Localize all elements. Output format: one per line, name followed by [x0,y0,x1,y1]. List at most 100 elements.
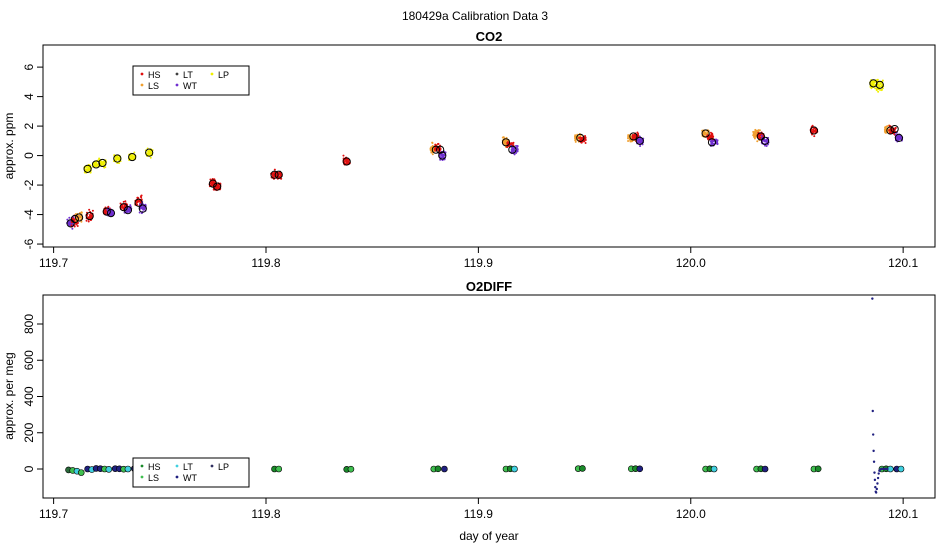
co2-data-point-hs [506,146,509,149]
co2-data-point-hs [631,134,634,137]
co2-mean-marker [208,179,217,188]
o2diff-spike-point [872,433,875,436]
o2diff-spike-point [875,487,879,491]
co2-points [66,78,904,230]
co2-legend-swatch [175,83,179,87]
o2diff-legend-label: LP [218,462,229,472]
co2-mean-marker [66,219,75,228]
o2diff-data-point [77,469,85,476]
o2diff-data-point [275,465,283,473]
co2-data-point-ls [80,211,83,214]
o2diff-data-point [105,466,113,473]
co2-mean-marker [92,160,101,169]
co2-mean-marker [102,207,111,216]
co2-data-point-hs [347,161,350,164]
co2-data-point-ls [80,220,83,223]
co2-data-point-hs [512,142,515,145]
co2-data-point-lp [880,85,883,88]
co2-data-point-lt [129,204,132,207]
co2-data-point-lt [639,140,642,143]
co2-data-point-hs [580,141,583,144]
co2-data-point-hs [70,224,73,227]
co2-data-point-hs [506,141,509,144]
co2-mean-marker [436,145,445,154]
co2-mean-marker [508,145,517,154]
o2diff-data-point [441,465,448,473]
co2-mean-marker [98,158,107,168]
co2-data-point-ls [754,128,757,131]
co2-mean-marker [106,208,116,218]
o2diff-legend-swatch [210,464,214,468]
co2-data-point-lt [760,134,763,137]
o2diff-x-tick-label: 119.8 [251,507,280,521]
co2-data-point-ls [627,139,630,142]
co2-data-point-hs [510,142,513,145]
o2diff-x-tick-label: 120.1 [888,507,918,521]
co2-mean-marker [894,133,904,142]
co2-mean-marker [119,203,128,212]
co2-data-point-lp [87,168,90,171]
co2-data-point-hs [139,195,142,198]
co2-data-point-hs [217,185,220,188]
co2-mean-marker [138,204,147,213]
co2-mean-marker [75,213,84,222]
co2-mean-marker [886,126,895,135]
co2-mean-marker [270,170,279,179]
co2-data-point-lt [71,227,74,230]
co2-data-point-lp [133,151,136,154]
co2-x-tick-label: 120.0 [676,256,706,270]
co2-data-point-hs [209,180,212,183]
o2diff-x-tick-label: 120.0 [676,507,706,521]
co2-data-point-hs [279,174,282,177]
co2-data-point-ls [758,129,761,132]
co2-data-point-hs [217,187,220,190]
co2-mean-marker [85,211,94,221]
co2-data-point-ls [884,126,887,129]
co2-data-point-hs [119,202,122,205]
co2-data-point-hs [122,200,125,203]
co2-data-point-ls [502,136,505,139]
o2diff-legend-swatch [175,464,179,468]
co2-data-point-hs [757,134,760,137]
co2-mean-marker [145,148,154,157]
x-axis-label: day of year [459,529,518,543]
co2-x-axis: 119.7 119.8 119.9 120.0 120.1 [39,247,918,270]
o2diff-legend-box [132,457,250,488]
co2-data-point-lp [95,162,98,165]
co2-data-point-lt [900,136,903,139]
o2diff-data-point [434,465,442,473]
co2-data-point-lt [898,134,901,137]
co2-data-point-hs [434,148,437,151]
co2-data-point-hs [584,134,587,137]
o2diff-spike-point [871,409,874,413]
co2-data-point-lp [115,158,118,161]
co2-mean-marker [629,132,638,141]
co2-data-point-lt [764,144,766,147]
co2-data-point-lt [716,139,719,142]
o2diff-data-point [579,465,586,472]
o2diff-legend-swatch [140,475,144,479]
co2-data-point-ls [627,137,630,140]
o2diff-data-point [347,465,355,473]
co2-data-point-hs [437,142,440,145]
co2-data-point-hs [343,160,346,163]
co2-mean-marker [701,129,710,138]
co2-data-point-hs [136,196,139,199]
co2-data-point-hs [88,208,91,211]
o2diff-y-tick-label: 800 [22,314,36,334]
o2diff-y-tick-label: 600 [22,350,36,370]
o2diff-data-point [710,465,718,473]
co2-data-point-lt [640,138,643,141]
o2diff-y-tick-label: 400 [22,386,36,406]
co2-data-point-ls [884,131,887,134]
o2diff-y-axis: 0 200 400 600 800 [22,314,43,472]
co2-data-point-hs [278,173,281,176]
co2-mean-marker [869,79,878,88]
co2-data-point-ls [574,140,577,143]
co2-data-point-hs [89,216,92,219]
co2-mean-marker [70,214,79,224]
co2-data-point-lt [763,140,766,143]
co2-legend-label: HS [148,70,161,80]
